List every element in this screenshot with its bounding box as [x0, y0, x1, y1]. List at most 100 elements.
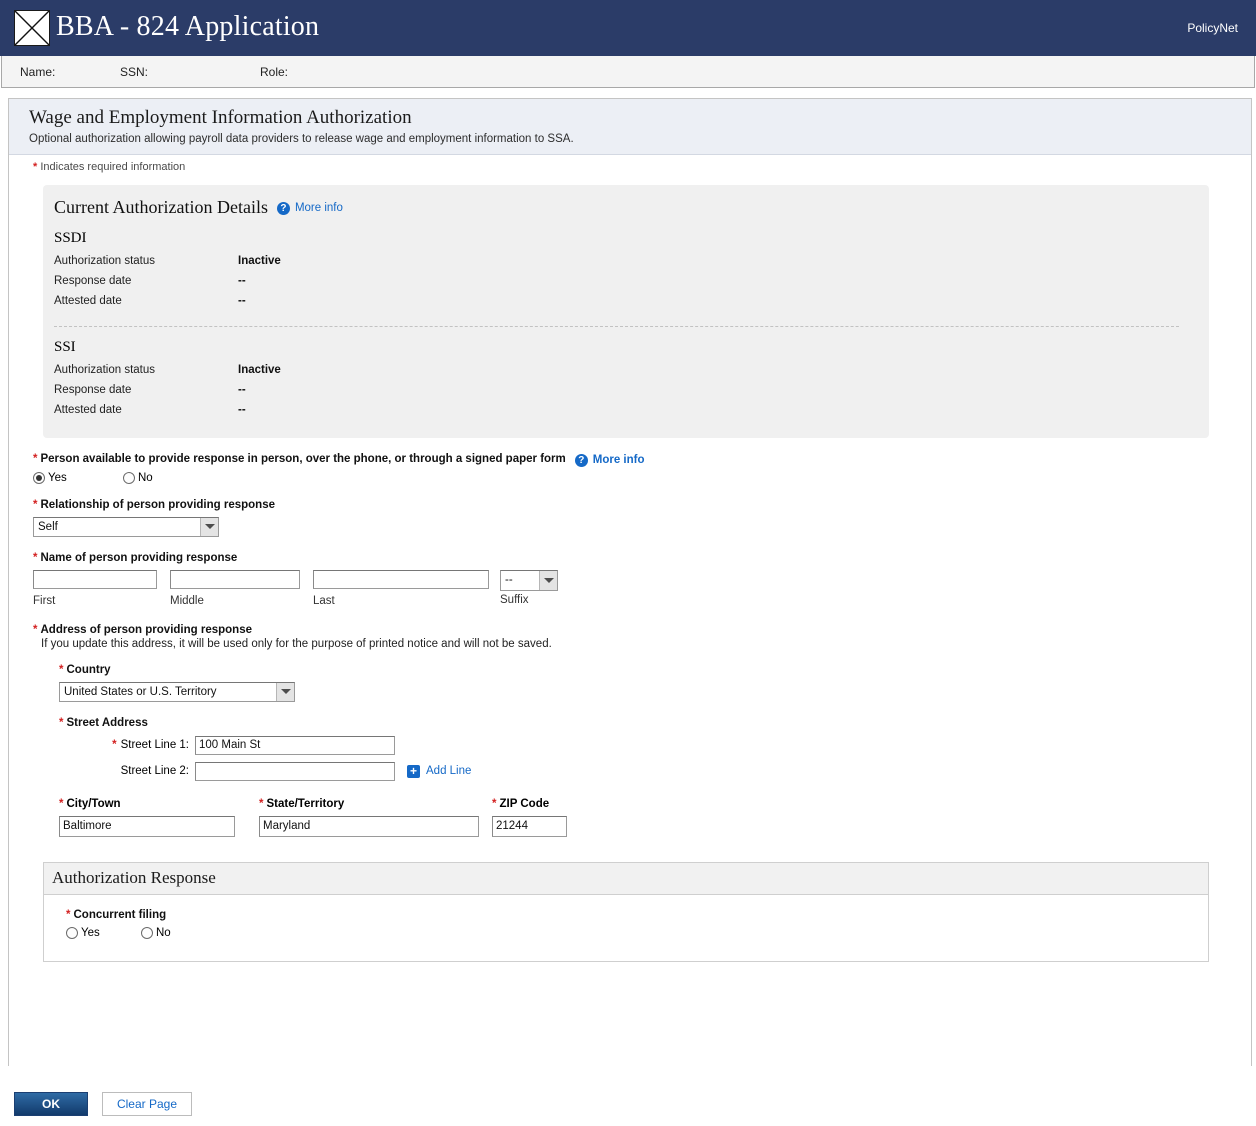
availability-more-info-link[interactable]: ? More info [574, 453, 645, 467]
program-title-ssi: SSI [54, 338, 76, 355]
country-label-text: Country [66, 663, 111, 676]
radio-indicator[interactable] [123, 471, 135, 484]
ssi-status-value: Inactive [238, 363, 281, 376]
identity-role-label: Role: [260, 64, 289, 79]
broken-image-icon [14, 10, 50, 46]
availability-radio-no[interactable]: No [123, 471, 153, 484]
add-line-link[interactable]: + Add Line [407, 764, 472, 778]
street-line-1-row: * Street Line 1: 100 Main St [81, 735, 1251, 755]
street-address-label-text: Street Address [66, 716, 148, 729]
ssdi-status-label: Authorization status [54, 254, 156, 267]
availability-radio-yes[interactable]: Yes [33, 471, 123, 484]
auth-details-heading-text: Current Authorization Details [54, 196, 268, 217]
ssi-attested-date-label: Attested date [54, 403, 122, 416]
detail-row: Authorization status Inactive [43, 364, 1209, 376]
country-select-value: United States or U.S. Territory [64, 685, 217, 698]
relationship-select[interactable]: Self [33, 516, 219, 537]
ok-button[interactable]: OK [14, 1092, 88, 1116]
first-name-sublabel: First [33, 594, 56, 607]
suffix-select-value: -- [505, 574, 513, 587]
street-line-2-label-text: Street Line 2: [120, 765, 189, 778]
state-input[interactable]: Maryland [259, 815, 479, 837]
auth-details-more-info-label: More info [294, 202, 343, 215]
ssdi-response-date-label: Response date [54, 274, 132, 287]
identity-role: Role: [260, 65, 460, 79]
concurrent-filing-label: * Concurrent filing [66, 909, 1208, 921]
state-label-text: State/Territory [266, 797, 345, 810]
detail-row: Attested date -- [43, 295, 1209, 307]
relationship-select-value: Self [38, 520, 58, 533]
chevron-down-icon[interactable] [200, 517, 218, 536]
radio-indicator[interactable] [141, 926, 153, 939]
authorization-response-body: * Concurrent filing Yes No [44, 895, 1208, 961]
city-state-zip-row: * City/Town Baltimore * State/Territory … [59, 798, 1251, 840]
detail-row: Attested date -- [43, 404, 1209, 416]
ssi-attested-date-value: -- [238, 403, 246, 416]
required-star: * [59, 663, 64, 676]
first-name-input[interactable] [33, 569, 157, 589]
page-banner: Wage and Employment Information Authoriz… [9, 99, 1251, 155]
first-name-cell: First [33, 569, 157, 607]
chevron-down-icon[interactable] [539, 570, 557, 590]
concurrent-filing-radio-no[interactable]: No [141, 926, 171, 939]
country-select[interactable]: United States or U.S. Territory [59, 681, 295, 702]
ssi-status-label: Authorization status [54, 363, 156, 376]
add-line-label: Add Line [426, 765, 472, 778]
availability-no-label: No [138, 471, 153, 484]
required-star: * [33, 160, 38, 173]
suffix-sublabel: Suffix [500, 593, 529, 606]
concurrent-filing-yes-label: Yes [81, 926, 100, 939]
identity-name-label: Name: [20, 64, 56, 79]
concurrent-filing-label-text: Concurrent filing [73, 908, 167, 921]
street-address-label: * Street Address [59, 717, 1251, 729]
suffix-cell: -- Suffix [500, 569, 558, 607]
state-cell: * State/Territory Maryland [259, 798, 492, 840]
page-title: Wage and Employment Information Authoriz… [29, 107, 412, 128]
ssdi-response-date-value: -- [238, 274, 246, 287]
app-title: BBA - 824 Application [56, 10, 320, 42]
middle-name-cell: Middle [170, 569, 300, 607]
question-mark-icon: ? [276, 201, 290, 215]
availability-radio-group: Yes No [33, 471, 1251, 484]
identity-ssn-label: SSN: [120, 64, 149, 79]
availability-label-text: Person available to provide response in … [40, 453, 566, 466]
last-name-sublabel: Last [313, 594, 335, 607]
city-label-text: City/Town [66, 797, 121, 810]
zip-input[interactable]: 21244 [492, 815, 567, 837]
middle-name-input[interactable] [170, 569, 300, 589]
ssi-response-date-label: Response date [54, 383, 132, 396]
address-label-text: Address of person providing response [40, 623, 252, 636]
required-note-text: Indicates required information [40, 160, 186, 173]
section-divider [54, 325, 1179, 327]
last-name-input[interactable] [313, 569, 489, 589]
form-body: * Person available to provide response i… [9, 453, 1251, 840]
radio-indicator[interactable] [33, 471, 45, 484]
policynet-link[interactable]: PolicyNet [1187, 21, 1238, 35]
required-star: * [59, 716, 64, 729]
suffix-select[interactable]: -- [500, 569, 558, 591]
ssdi-status-value: Inactive [238, 254, 281, 267]
concurrent-filing-radio-group: Yes No [66, 926, 1208, 939]
zip-cell: * ZIP Code 21244 [492, 798, 612, 840]
city-input[interactable]: Baltimore [59, 815, 235, 837]
current-authorization-details-panel: Current Authorization Details ? More inf… [43, 184, 1209, 438]
name-row: First Middle Last -- Suffix [33, 569, 1251, 607]
chevron-down-icon[interactable] [276, 682, 294, 701]
country-label: * Country [59, 664, 1251, 676]
ssi-response-date-value: -- [238, 383, 246, 396]
clear-page-button[interactable]: Clear Page [102, 1092, 192, 1116]
ssdi-attested-date-label: Attested date [54, 294, 122, 307]
detail-row: Response date -- [43, 384, 1209, 396]
required-star: * [259, 797, 264, 810]
content-frame: Wage and Employment Information Authoriz… [8, 98, 1252, 1066]
availability-more-info-label: More info [592, 454, 645, 467]
city-label: * City/Town [59, 798, 259, 810]
app-header: BBA - 824 Application PolicyNet [0, 0, 1256, 56]
zip-label-text: ZIP Code [499, 797, 550, 810]
concurrent-filing-radio-yes[interactable]: Yes [66, 926, 141, 939]
street-line-1-input[interactable]: 100 Main St [195, 735, 395, 755]
detail-row: Response date -- [43, 275, 1209, 287]
auth-details-more-info-link[interactable]: ? More info [276, 201, 343, 215]
street-line-2-input[interactable] [195, 761, 395, 781]
radio-indicator[interactable] [66, 926, 78, 939]
